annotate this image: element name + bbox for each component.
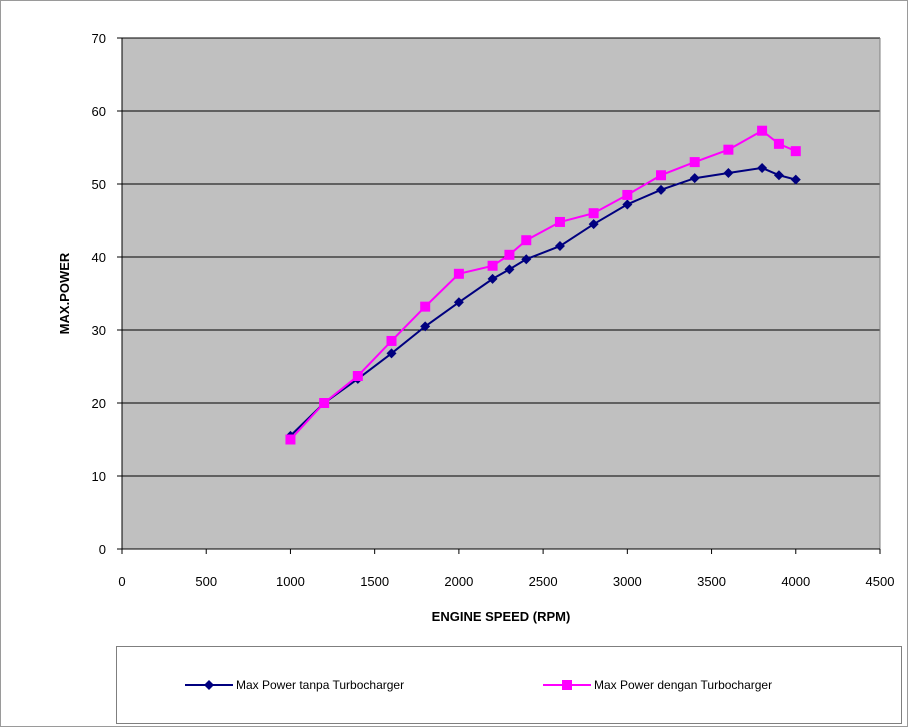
data-point-1 — [420, 301, 431, 312]
y-tick-label: 20 — [92, 396, 106, 411]
x-tick-label: 3000 — [613, 574, 642, 589]
y-tick-label: 30 — [92, 323, 106, 338]
y-tick-label: 0 — [99, 542, 106, 557]
data-point-0 — [689, 173, 700, 184]
y-tick-label: 10 — [92, 469, 106, 484]
x-tick-label: 500 — [195, 574, 217, 589]
data-point-0 — [453, 297, 464, 308]
data-point-1 — [352, 370, 363, 381]
x-tick-label: 1000 — [276, 574, 305, 589]
data-point-1 — [386, 335, 397, 346]
y-tick-label: 50 — [92, 177, 106, 192]
data-point-1 — [504, 249, 515, 260]
x-tick-label: 4000 — [781, 574, 810, 589]
y-tick-label: 40 — [92, 250, 106, 265]
legend-swatch-tanpa — [185, 680, 233, 690]
data-point-1 — [773, 138, 784, 149]
x-tick-label: 0 — [118, 574, 125, 589]
data-point-0 — [504, 264, 515, 275]
data-point-0 — [521, 254, 532, 265]
data-point-1 — [588, 208, 599, 219]
data-point-1 — [622, 189, 633, 200]
legend: Max Power tanpa Turbocharger Max Power d… — [116, 646, 902, 724]
data-point-1 — [723, 144, 734, 155]
data-point-0 — [790, 174, 801, 185]
data-point-1 — [285, 434, 296, 445]
y-axis-title: MAX.POWER — [57, 252, 72, 334]
gridlines — [122, 37, 881, 549]
legend-item-tanpa: Max Power tanpa Turbocharger — [185, 677, 404, 693]
plot-area — [122, 38, 880, 549]
data-point-0 — [420, 321, 431, 332]
data-point-0 — [386, 348, 397, 359]
data-point-0 — [757, 162, 768, 173]
data-point-1 — [790, 146, 801, 157]
series-line-1 — [289, 129, 797, 441]
data-point-1 — [521, 235, 532, 246]
data-point-0 — [554, 241, 565, 252]
data-point-1 — [453, 268, 464, 279]
y-tick-label: 60 — [92, 104, 106, 119]
x-axis-title: ENGINE SPEED (RPM) — [432, 609, 571, 624]
axes: 0 10 20 30 40 50 60 70 0 500 1000 1500 2000 2500 3000 3… — [92, 31, 895, 589]
y-tick-label: 70 — [92, 31, 106, 46]
x-tick-label: 2000 — [444, 574, 473, 589]
data-point-0 — [656, 184, 667, 195]
legend-label-tanpa: Max Power tanpa Turbocharger — [236, 678, 405, 692]
x-tick-label: 4500 — [866, 574, 895, 589]
legend-swatch-dengan — [543, 680, 591, 690]
data-point-0 — [723, 168, 734, 179]
legend-item-dengan: Max Power dengan Turbocharger — [543, 677, 772, 693]
data-point-1 — [689, 157, 700, 168]
x-tick-label: 2500 — [529, 574, 558, 589]
data-point-1 — [554, 216, 565, 227]
data-point-0 — [622, 199, 633, 210]
x-tick-label: 3500 — [697, 574, 726, 589]
data-point-0 — [773, 170, 784, 181]
data-point-1 — [757, 125, 768, 136]
data-point-1 — [319, 398, 330, 408]
legend-label-dengan: Max Power dengan Turbocharger — [594, 678, 773, 692]
x-tick-label: 1500 — [360, 574, 389, 589]
data-point-1 — [656, 170, 667, 181]
series-line-0 — [289, 166, 797, 437]
series-group — [285, 125, 801, 445]
data-point-0 — [588, 219, 599, 230]
data-point-1 — [487, 260, 498, 271]
data-point-0 — [487, 273, 498, 284]
